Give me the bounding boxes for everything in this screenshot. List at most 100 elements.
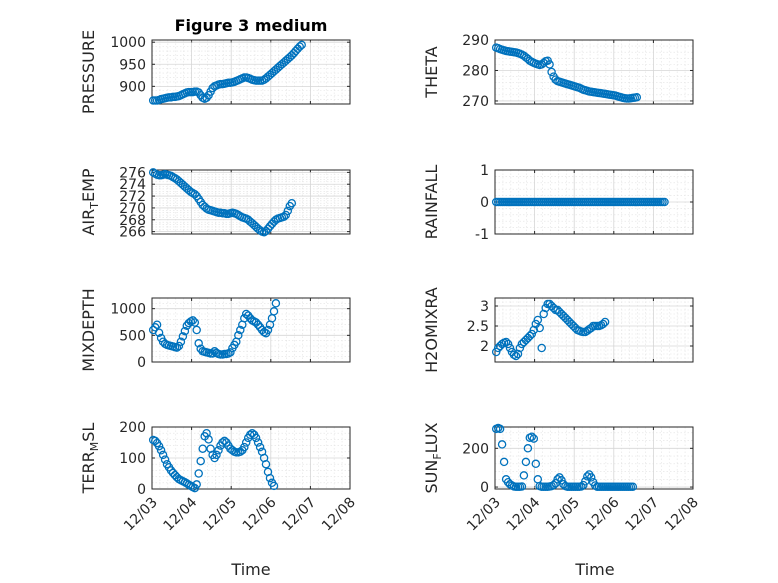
x-axis-label-left: Time — [230, 560, 270, 579]
data-point — [253, 320, 263, 329]
data-point — [236, 325, 245, 335]
data-point — [521, 457, 531, 467]
data-point — [525, 331, 535, 341]
data-point — [192, 325, 201, 335]
y-tick-label: 950 — [119, 57, 146, 73]
data-point — [269, 307, 279, 316]
data-point — [660, 197, 669, 207]
data-point — [511, 351, 521, 361]
data-point — [495, 424, 505, 434]
data-point — [598, 319, 608, 329]
data-point — [515, 343, 525, 353]
data-point — [156, 446, 166, 455]
data-point — [628, 482, 638, 491]
data-point — [198, 444, 207, 453]
data-point — [531, 459, 541, 469]
data-point — [503, 339, 513, 349]
data-point — [505, 343, 515, 353]
data-point — [545, 60, 554, 69]
data-point — [600, 317, 610, 327]
data-point — [194, 469, 203, 478]
y-tick-label: 200 — [462, 441, 489, 457]
y-axis-label-sun_flux: SUNFLUX — [422, 422, 444, 493]
data-point — [519, 471, 529, 480]
y-tick-label: 0 — [480, 480, 489, 496]
data-point — [523, 444, 533, 453]
y-tick-label: 500 — [119, 328, 146, 344]
y-axis-label-mixdepth: MIXDEPTH — [79, 288, 98, 371]
data-point — [208, 349, 217, 358]
y-tick-label: 270 — [119, 201, 146, 217]
data-point — [283, 206, 293, 216]
y-tick-label: 900 — [119, 79, 146, 95]
x-axis-label-right: Time — [574, 560, 614, 579]
data-point — [297, 40, 306, 50]
y-tick-label: 0 — [137, 355, 146, 371]
data-point — [192, 480, 201, 489]
data-point — [529, 434, 539, 443]
data-point — [287, 198, 297, 208]
panel-pressure: 900 950 1000 PRESSURE — [79, 30, 351, 114]
y-tick-label: 274 — [119, 177, 146, 193]
data-point — [581, 477, 590, 486]
y-tick-label: 266 — [119, 225, 146, 241]
data-point — [535, 323, 544, 333]
data-point — [499, 457, 509, 467]
data-point — [253, 438, 263, 447]
axes-box-pressure — [151, 39, 351, 105]
data-point — [150, 436, 160, 446]
y-tick-label: 270 — [462, 94, 489, 110]
y-tick-label: 268 — [119, 213, 146, 229]
y-axis-label-h2omixra: H2OMIXRA — [422, 287, 441, 373]
data-point — [547, 67, 556, 77]
y-tick-label: 3 — [480, 299, 489, 315]
y-tick-label: 200 — [119, 420, 146, 436]
data-point — [527, 329, 537, 339]
y-tick-label: -1 — [475, 227, 489, 243]
data-point — [158, 450, 168, 460]
data-point — [214, 446, 223, 455]
panel-theta: 270 280 290 THETA — [422, 33, 694, 110]
panel-rainfall: -1 0 1 RAINFALL — [422, 163, 694, 243]
y-tick-label: 276 — [119, 165, 146, 181]
axes-box-air_temp — [151, 169, 351, 235]
data-point — [234, 331, 243, 340]
data-point — [265, 473, 275, 483]
data-point — [497, 440, 507, 449]
y-tick-label: 2 — [480, 339, 489, 355]
data-point — [261, 459, 271, 469]
data-point — [180, 326, 190, 336]
data-point — [178, 332, 188, 341]
data-point — [202, 93, 211, 103]
data-point — [172, 343, 182, 352]
y-axis-label-terr_msl: TERRMSL — [79, 423, 101, 495]
data-point — [241, 438, 251, 447]
data-point — [176, 337, 186, 346]
data-point — [491, 347, 501, 357]
data-point — [501, 337, 511, 347]
data-point — [533, 315, 543, 325]
data-point — [583, 472, 592, 481]
data-point — [154, 441, 164, 451]
data-point — [160, 455, 170, 464]
y-tick-label: 2.5 — [467, 319, 489, 335]
data-point — [240, 442, 249, 452]
data-point — [537, 343, 546, 353]
data-point — [295, 42, 304, 51]
y-axis-label-theta: THETA — [422, 46, 441, 98]
data-point — [549, 480, 558, 490]
data-point — [174, 341, 184, 351]
figure-title: Figure 3 medium — [175, 16, 328, 35]
y-axis-label-pressure: PRESSURE — [79, 30, 98, 114]
data-point — [154, 328, 164, 337]
data-point — [263, 325, 273, 335]
y-axis-label-air_temp: AIRTEMP — [79, 168, 101, 235]
axes-box-theta — [494, 39, 694, 105]
data-point — [194, 339, 203, 348]
data-point — [281, 210, 291, 220]
y-tick-label: 272 — [119, 189, 146, 205]
panel-mixdepth: 0 500 1000 MIXDEPTH — [79, 288, 351, 372]
data-point — [517, 482, 527, 491]
axes-box-terr_msl — [151, 426, 351, 490]
